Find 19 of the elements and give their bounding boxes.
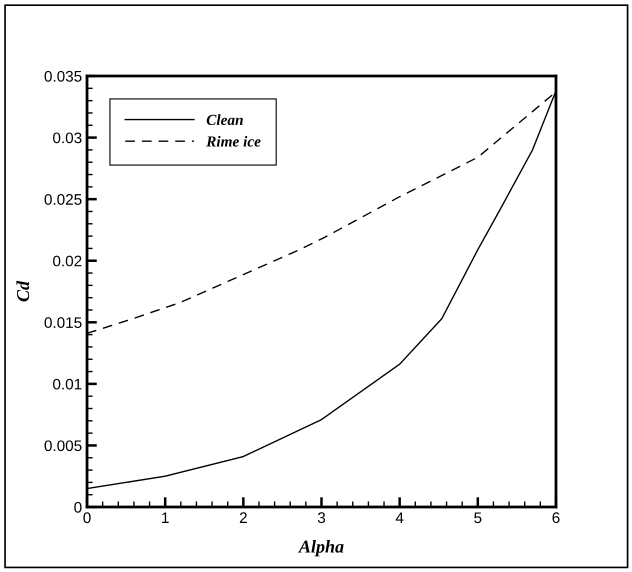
y-tick-label: 0.02 (53, 256, 82, 266)
y-tick-label: 0.01 (53, 378, 82, 390)
x-tick-label: 3 (318, 512, 326, 524)
x-tick-label: 4 (396, 512, 404, 523)
x-tick-label: 6 (552, 512, 560, 524)
y-tick-label: 0 (74, 502, 82, 513)
x-tick-label: 5 (474, 512, 482, 524)
y-axis-title: Cd (16, 280, 30, 302)
x-axis-title: Alpha (298, 540, 344, 556)
y-tick-label: 0.005 (44, 440, 82, 452)
y-tick-label: 0.025 (44, 194, 82, 205)
legend-label: Clean (206, 114, 243, 126)
y-tick-label: 0.015 (44, 317, 82, 328)
y-tick-label: 0.035 (44, 70, 82, 82)
y-tick-label: 0.03 (53, 132, 82, 144)
legend-label: Rime ice (206, 136, 261, 147)
x-tick-label: 2 (240, 512, 247, 523)
x-tick-label: 0 (83, 512, 91, 524)
x-tick-label: 1 (162, 512, 169, 523)
